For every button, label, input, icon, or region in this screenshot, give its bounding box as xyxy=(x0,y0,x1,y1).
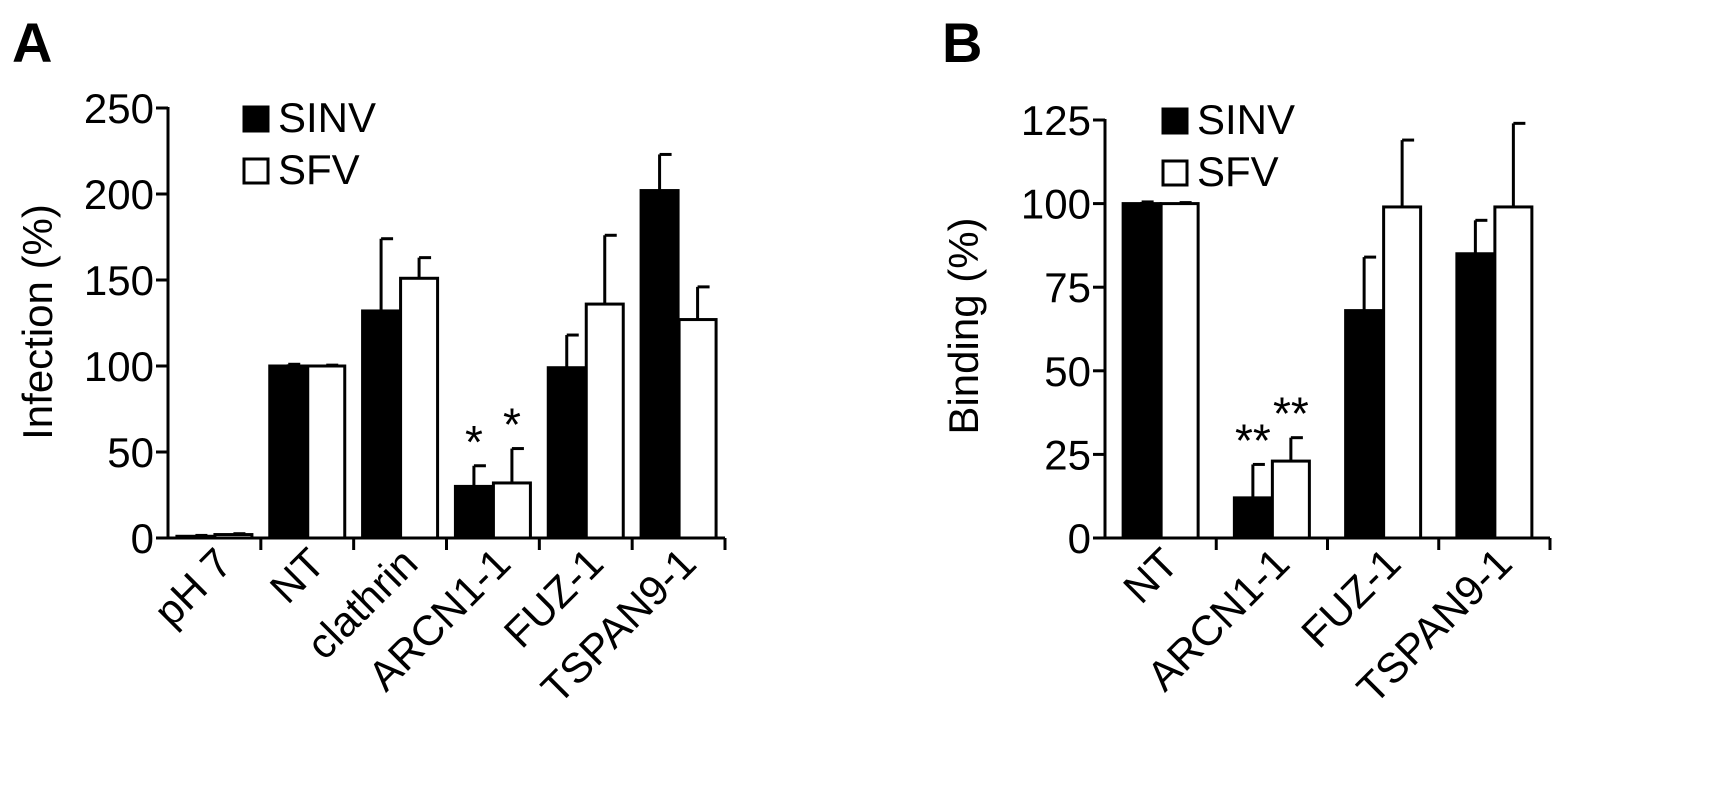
bar-sinv-tspan9-1 xyxy=(1455,252,1496,540)
legend-label: SFV xyxy=(1197,148,1279,195)
panel-letter: A xyxy=(12,11,52,74)
bar-sinv-fuz-1 xyxy=(1344,309,1385,540)
bar-sinv-nt xyxy=(268,364,309,540)
y-tick-label: 200 xyxy=(84,171,154,218)
bar-sinv-arcn1-1 xyxy=(1232,496,1273,540)
bar-sinv-clathrin xyxy=(361,309,402,540)
y-tick-label: 50 xyxy=(107,429,154,476)
y-tick-label: 125 xyxy=(1021,97,1091,144)
y-tick-label: 100 xyxy=(84,343,154,390)
bar-sfv-nt xyxy=(1159,202,1200,540)
legend-label: SFV xyxy=(278,146,360,193)
x-tick-label: pH 7 xyxy=(145,539,241,635)
y-tick-label: 50 xyxy=(1044,348,1091,395)
bar-sfv-tspan9-1 xyxy=(677,318,718,540)
legend-label: SINV xyxy=(278,94,376,141)
y-tick-label: 150 xyxy=(84,257,154,304)
bar-sfv-clathrin xyxy=(399,276,440,540)
x-tick-label: NT xyxy=(1114,539,1187,612)
bar-sfv-arcn1-1 xyxy=(1270,459,1311,540)
significance-marker: ** xyxy=(1273,388,1309,440)
bar-sinv-arcn1-1 xyxy=(453,484,494,540)
legend-swatch-sinv xyxy=(1161,107,1189,135)
bar-sfv-tspan9-1 xyxy=(1493,205,1534,540)
bar-sinv-tspan9-1 xyxy=(639,189,680,540)
panel-letter: B xyxy=(942,11,982,74)
bar-sfv-fuz-1 xyxy=(1382,205,1423,540)
y-tick-label: 25 xyxy=(1044,431,1091,478)
y-axis-label: Binding (%) xyxy=(940,217,987,434)
legend-swatch-sfv xyxy=(1161,159,1189,187)
legend-swatch-sfv xyxy=(242,157,270,185)
y-tick-label: 0 xyxy=(1068,515,1091,562)
bar-sinv-nt xyxy=(1121,202,1162,540)
y-tick-label: 100 xyxy=(1021,181,1091,228)
legend-swatch-sinv xyxy=(242,105,270,133)
bar-sfv-nt xyxy=(306,364,347,540)
x-tick-label: NT xyxy=(261,539,334,612)
bar-sfv-fuz-1 xyxy=(584,302,625,540)
significance-marker: ** xyxy=(1235,414,1271,466)
y-tick-label: 250 xyxy=(84,85,154,132)
significance-marker: * xyxy=(503,399,521,451)
bar-sfv-arcn1-1 xyxy=(491,481,532,540)
y-axis-label: Infection (%) xyxy=(14,204,61,440)
y-tick-label: 0 xyxy=(131,515,154,562)
significance-marker: * xyxy=(465,416,483,468)
y-tick-label: 75 xyxy=(1044,264,1091,311)
bar-sinv-fuz-1 xyxy=(546,366,587,540)
legend-label: SINV xyxy=(1197,96,1295,143)
